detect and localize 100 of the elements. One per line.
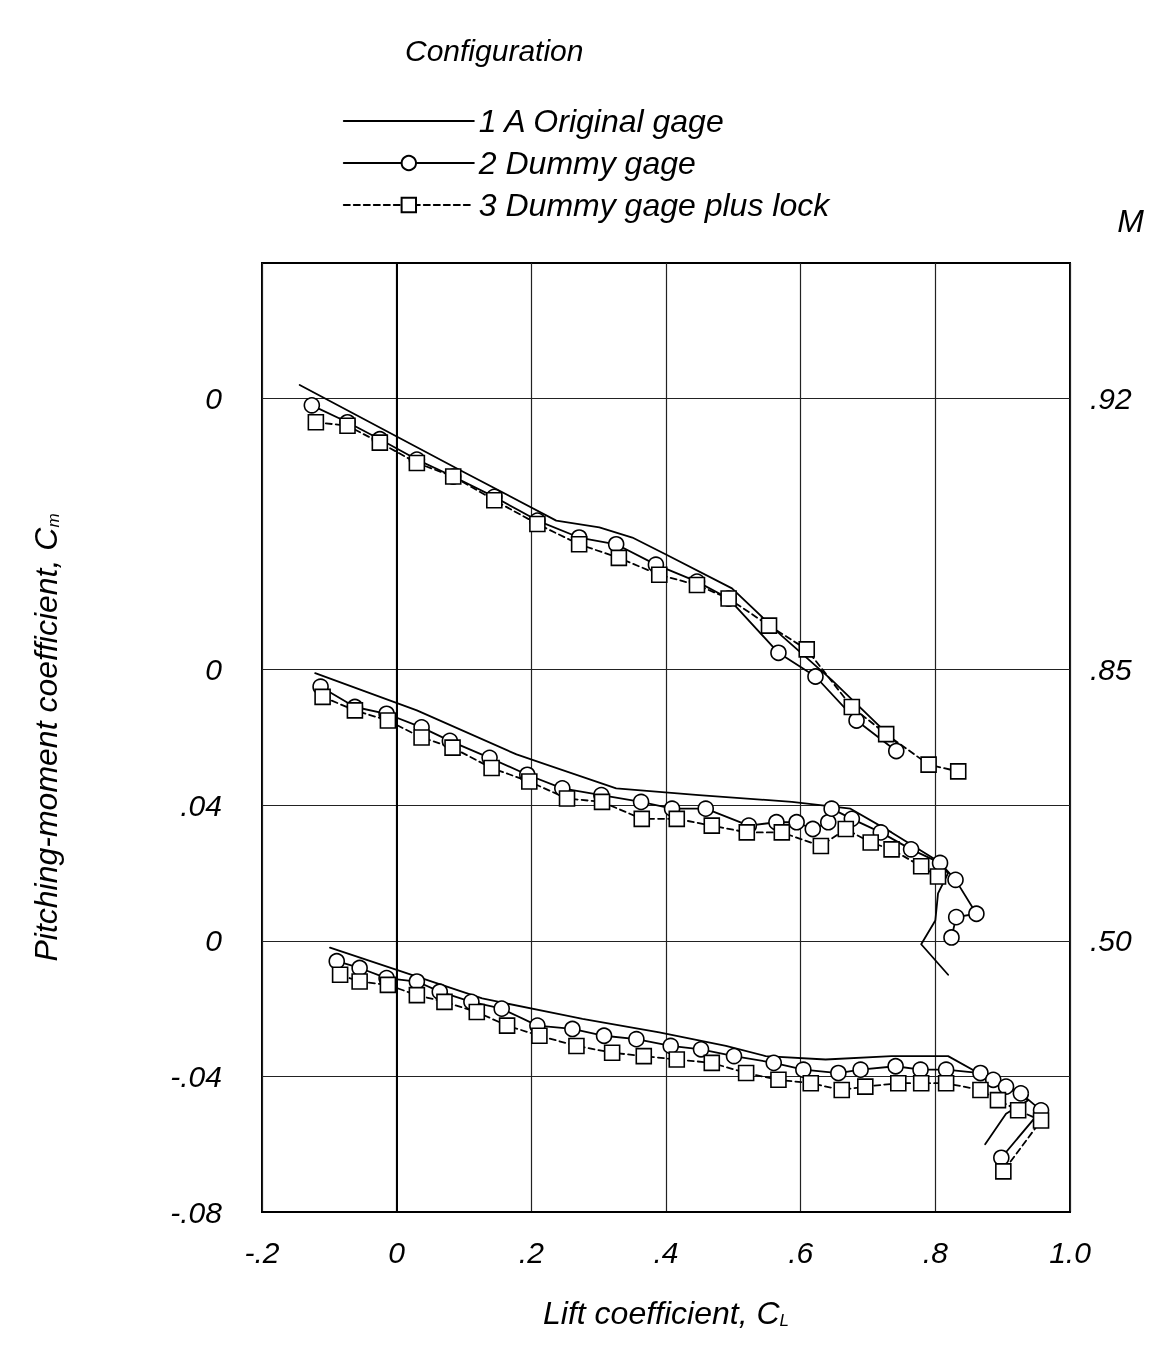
y-tick-label: .04 <box>180 788 222 822</box>
point <box>989 1091 1007 1109</box>
y-axis-title: Pitching-moment coefficient, Cm <box>28 513 64 962</box>
point <box>798 641 816 658</box>
point <box>947 871 964 889</box>
point <box>633 810 651 828</box>
point <box>413 729 430 746</box>
x-axis-title: Lift coefficient, CL <box>543 1295 790 1331</box>
point <box>837 820 855 838</box>
point <box>568 1037 585 1055</box>
point <box>688 576 706 594</box>
point <box>947 908 965 926</box>
point <box>802 1074 820 1092</box>
point <box>444 739 461 756</box>
point <box>607 536 625 553</box>
point <box>807 668 824 685</box>
point <box>877 725 895 743</box>
point <box>937 1074 955 1092</box>
y-tick-label: 0 <box>205 924 223 958</box>
point <box>843 698 861 716</box>
point <box>770 644 787 662</box>
point <box>943 929 960 946</box>
point <box>610 549 628 567</box>
x-tick-label: .8 <box>922 1235 949 1269</box>
x-tick-label: .6 <box>788 1235 814 1269</box>
point <box>351 973 368 990</box>
point <box>570 536 588 553</box>
point <box>1009 1102 1027 1119</box>
point <box>819 813 837 831</box>
point <box>307 414 325 431</box>
point <box>725 1047 743 1065</box>
point <box>972 1064 989 1082</box>
point <box>888 742 905 760</box>
point <box>303 397 321 414</box>
x-tick-label: .4 <box>653 1235 679 1269</box>
point <box>929 868 947 885</box>
point <box>912 857 930 875</box>
point <box>995 1163 1012 1180</box>
point <box>692 1041 710 1058</box>
point <box>603 1044 621 1061</box>
point <box>628 1030 645 1048</box>
point <box>833 1081 851 1099</box>
point <box>593 793 611 811</box>
point <box>804 820 822 838</box>
point <box>737 1064 755 1082</box>
legend-label: 3 Dummy gage plus lock <box>478 187 832 223</box>
point <box>331 966 349 984</box>
point <box>635 1047 653 1065</box>
point <box>795 1061 812 1078</box>
point <box>498 1017 516 1034</box>
point <box>436 993 453 1011</box>
y-tick-label: -.08 <box>170 1195 223 1229</box>
point <box>564 1020 581 1038</box>
legend-label: 2 Dummy gage <box>477 145 696 181</box>
x-tick-label: 1.0 <box>1049 1235 1092 1269</box>
point <box>662 1037 680 1055</box>
text: .92 <box>1090 382 1133 416</box>
point <box>379 712 397 729</box>
point <box>493 1000 511 1017</box>
point <box>346 702 364 719</box>
point <box>483 759 500 777</box>
point <box>823 800 840 817</box>
legend-label: 1 A Original gage <box>478 103 724 139</box>
point <box>558 790 576 807</box>
point <box>408 986 426 1004</box>
point <box>1032 1112 1050 1129</box>
point <box>531 1027 548 1045</box>
text: .50 <box>1090 924 1133 958</box>
point <box>949 763 967 780</box>
legend-title: Configuration <box>405 33 584 67</box>
point <box>760 617 778 634</box>
point <box>920 756 937 773</box>
point <box>632 793 650 811</box>
point <box>650 566 668 584</box>
point <box>997 1078 1015 1095</box>
point <box>968 905 985 923</box>
x-tick-label: -.2 <box>244 1235 280 1269</box>
point <box>668 810 686 828</box>
point <box>703 1054 721 1072</box>
x-tick-label: 0 <box>388 1235 406 1269</box>
point <box>912 1074 930 1092</box>
point <box>595 1027 613 1045</box>
point <box>668 1051 686 1068</box>
point <box>1012 1085 1030 1102</box>
point <box>902 841 920 858</box>
point <box>468 1003 486 1021</box>
point <box>697 800 715 817</box>
point <box>529 515 546 533</box>
point <box>371 434 389 451</box>
text: .85 <box>1090 653 1133 687</box>
point <box>521 773 538 790</box>
point <box>379 976 397 994</box>
point <box>883 841 900 858</box>
point <box>770 1071 787 1089</box>
point <box>408 454 426 472</box>
point <box>812 837 830 855</box>
point <box>738 824 756 841</box>
point <box>852 1061 869 1078</box>
x-tick-label: .2 <box>518 1235 545 1269</box>
point <box>788 813 805 831</box>
